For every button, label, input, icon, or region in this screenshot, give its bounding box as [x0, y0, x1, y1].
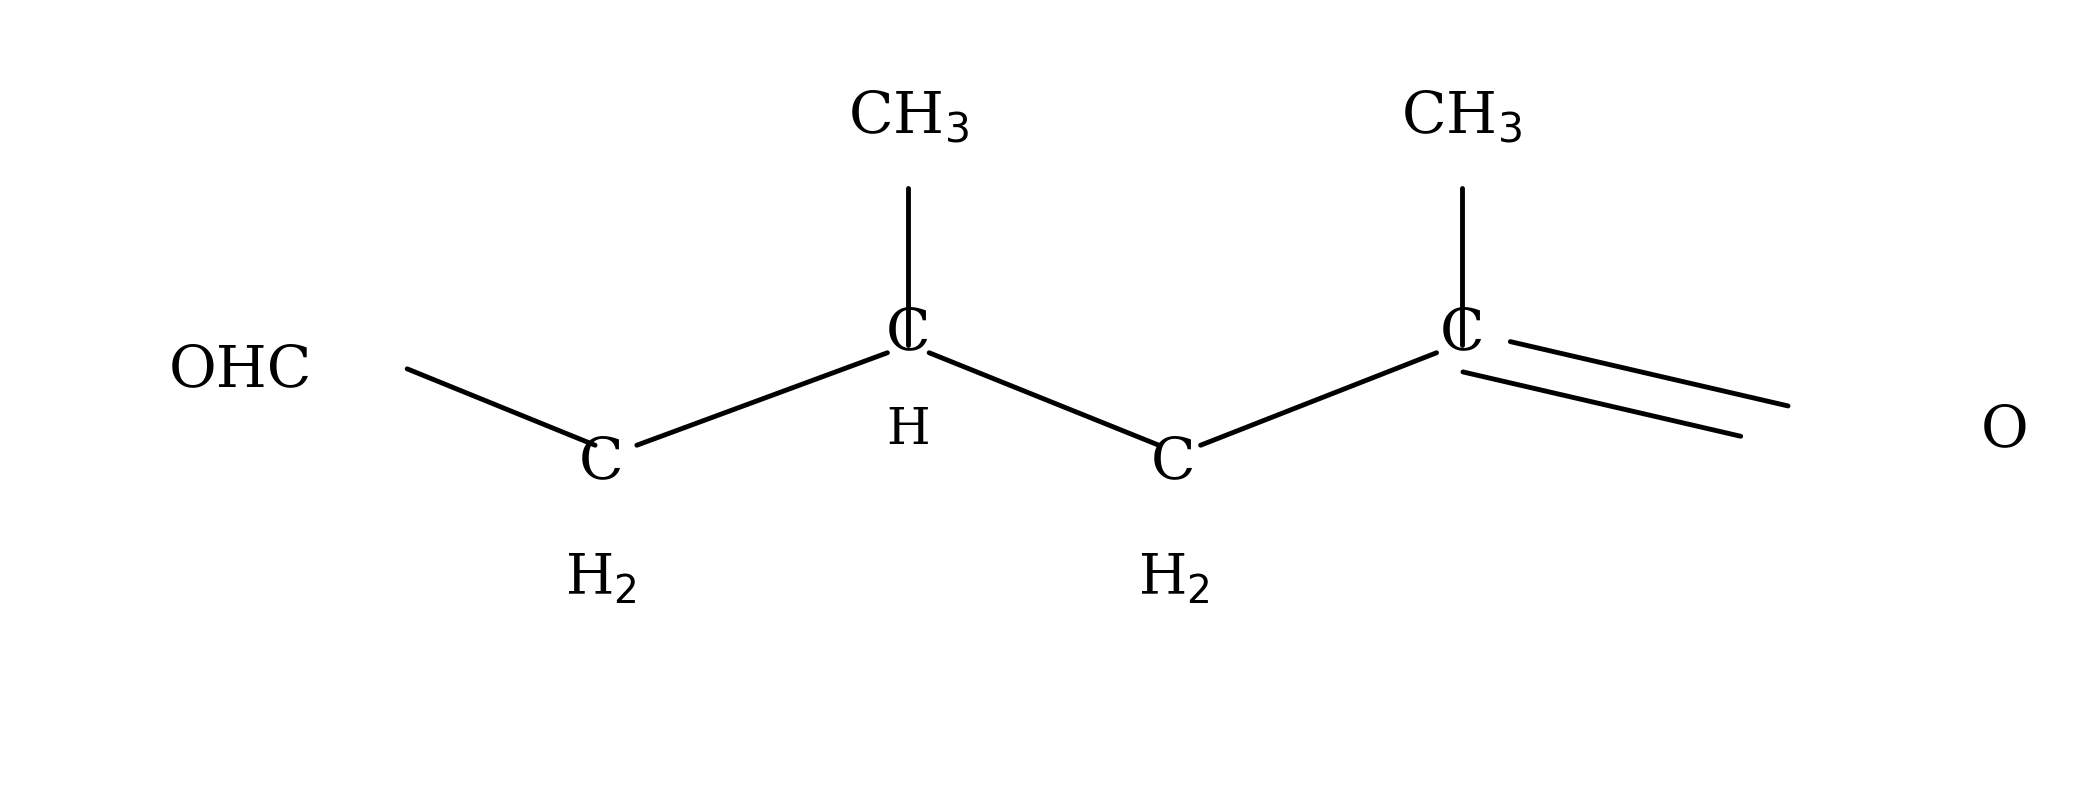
Text: C: C [578, 434, 624, 490]
Text: CH$_3$: CH$_3$ [848, 88, 969, 145]
Text: H$_2$: H$_2$ [566, 551, 637, 605]
Text: O: O [1982, 402, 2027, 458]
Text: H: H [887, 405, 929, 454]
Text: C: C [1439, 305, 1485, 361]
Text: C: C [1150, 434, 1196, 490]
Text: CH$_3$: CH$_3$ [1401, 88, 1522, 145]
Text: OHC: OHC [169, 341, 311, 397]
Text: H$_2$: H$_2$ [1138, 551, 1209, 605]
Text: C: C [885, 305, 931, 361]
